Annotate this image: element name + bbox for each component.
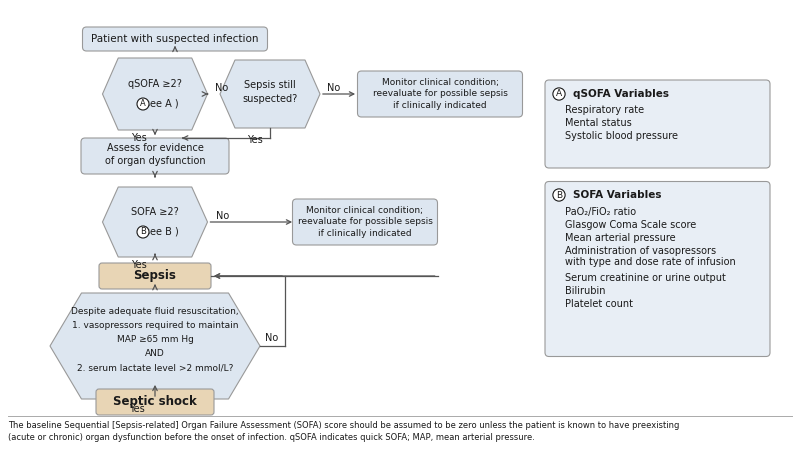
Polygon shape [102, 58, 207, 130]
Text: of organ dysfunction: of organ dysfunction [105, 156, 206, 166]
FancyBboxPatch shape [358, 71, 522, 117]
Text: (see B ): (see B ) [141, 227, 179, 237]
Text: No: No [327, 83, 341, 93]
Text: 2. serum lactate level >2 mmol/L?: 2. serum lactate level >2 mmol/L? [77, 364, 233, 372]
Text: PaO₂/FiO₂ ratio: PaO₂/FiO₂ ratio [565, 207, 636, 217]
Text: suspected?: suspected? [242, 94, 298, 104]
Text: Respiratory rate: Respiratory rate [565, 105, 644, 115]
FancyBboxPatch shape [545, 182, 770, 356]
Text: Patient with suspected infection: Patient with suspected infection [91, 34, 258, 44]
Text: A: A [140, 99, 146, 109]
Text: Yes: Yes [131, 260, 147, 270]
FancyBboxPatch shape [96, 389, 214, 415]
Text: Bilirubin: Bilirubin [565, 286, 606, 296]
Text: B: B [140, 227, 146, 237]
Text: Monitor clinical condition;: Monitor clinical condition; [382, 79, 498, 88]
Text: reevaluate for possible sepsis: reevaluate for possible sepsis [373, 89, 507, 99]
Text: Sepsis: Sepsis [134, 270, 177, 282]
Text: A: A [556, 89, 562, 99]
Polygon shape [50, 293, 260, 399]
Text: No: No [215, 83, 228, 93]
Text: Mean arterial pressure: Mean arterial pressure [565, 233, 676, 243]
Text: AND: AND [145, 350, 165, 359]
FancyBboxPatch shape [545, 80, 770, 168]
Text: if clinically indicated: if clinically indicated [393, 100, 487, 109]
Text: Yes: Yes [131, 133, 147, 143]
Text: Assess for evidence: Assess for evidence [106, 143, 203, 153]
Text: The baseline Sequential [Sepsis-related] Organ Failure Assessment (SOFA) score s: The baseline Sequential [Sepsis-related]… [8, 421, 679, 430]
Text: with type and dose rate of infusion: with type and dose rate of infusion [565, 257, 736, 267]
Text: Despite adequate fluid resuscitation,: Despite adequate fluid resuscitation, [71, 307, 239, 316]
Text: Systolic blood pressure: Systolic blood pressure [565, 131, 678, 141]
Polygon shape [102, 187, 207, 257]
Text: Sepsis still: Sepsis still [244, 80, 296, 90]
Text: Monitor clinical condition;: Monitor clinical condition; [306, 207, 423, 216]
Text: No: No [216, 211, 229, 221]
Text: Yes: Yes [247, 135, 263, 145]
Text: Serum creatinine or urine output: Serum creatinine or urine output [565, 273, 726, 283]
Text: No: No [266, 333, 278, 343]
Text: SOFA Variables: SOFA Variables [573, 190, 662, 200]
FancyBboxPatch shape [293, 199, 438, 245]
Polygon shape [220, 60, 320, 128]
Text: (see A ): (see A ) [141, 99, 179, 109]
Text: Yes: Yes [129, 404, 145, 414]
Text: if clinically indicated: if clinically indicated [318, 228, 412, 237]
Text: SOFA ≥2?: SOFA ≥2? [131, 207, 179, 217]
Text: qSOFA ≥2?: qSOFA ≥2? [128, 79, 182, 89]
Text: MAP ≥65 mm Hg: MAP ≥65 mm Hg [117, 336, 194, 345]
FancyBboxPatch shape [99, 263, 211, 289]
FancyBboxPatch shape [82, 27, 267, 51]
Text: Platelet count: Platelet count [565, 299, 633, 309]
Text: Administration of vasopressors: Administration of vasopressors [565, 246, 716, 256]
Text: B: B [556, 191, 562, 199]
Text: Mental status: Mental status [565, 118, 632, 128]
Text: Septic shock: Septic shock [113, 395, 197, 409]
Text: qSOFA Variables: qSOFA Variables [573, 89, 669, 99]
Text: 1. vasopressors required to maintain: 1. vasopressors required to maintain [72, 321, 238, 331]
Text: (acute or chronic) organ dysfunction before the onset of infection. qSOFA indica: (acute or chronic) organ dysfunction bef… [8, 433, 535, 441]
Text: Glasgow Coma Scale score: Glasgow Coma Scale score [565, 220, 696, 230]
Text: reevaluate for possible sepsis: reevaluate for possible sepsis [298, 217, 433, 227]
FancyBboxPatch shape [81, 138, 229, 174]
